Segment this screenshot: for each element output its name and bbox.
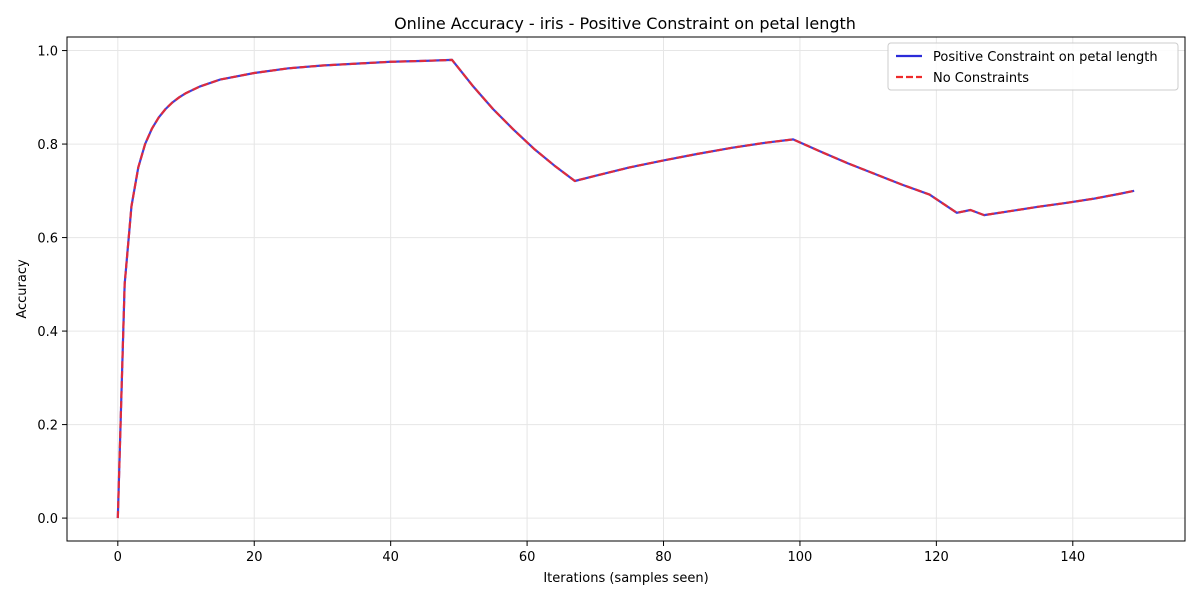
x-tick-label: 100 bbox=[788, 550, 813, 565]
x-axis-label: Iterations (samples seen) bbox=[543, 571, 708, 586]
x-tick-label: 60 bbox=[519, 550, 536, 565]
x-tick-label: 140 bbox=[1060, 550, 1085, 565]
series-line-constraint bbox=[116, 58, 1135, 519]
x-axis: 0 20 40 60 80 100 120 140 bbox=[114, 541, 1085, 565]
x-tick-label: 20 bbox=[246, 550, 263, 565]
legend-box bbox=[887, 42, 1179, 91]
legend: Positive Constraint on petal length No C… bbox=[887, 42, 1179, 91]
x-tick-label: 80 bbox=[655, 550, 672, 565]
y-axis-label: Accuracy bbox=[15, 259, 30, 319]
y-tick-label: 0.6 bbox=[37, 232, 58, 247]
y-tick-label: 1.0 bbox=[37, 45, 58, 60]
y-tick-label: 0.0 bbox=[37, 512, 58, 527]
plot-frame bbox=[66, 36, 1186, 542]
y-tick-label: 0.4 bbox=[37, 325, 58, 340]
y-tick-label: 0.8 bbox=[37, 138, 58, 153]
x-tick-label: 120 bbox=[924, 550, 949, 565]
x-tick-label: 0 bbox=[114, 550, 122, 565]
y-axis: 0.0 0.2 0.4 0.6 0.8 1.0 bbox=[37, 45, 67, 527]
y-tick-label: 0.2 bbox=[37, 419, 58, 434]
grid-lines bbox=[67, 37, 1185, 541]
x-tick-label: 40 bbox=[382, 550, 399, 565]
chart-title: Online Accuracy - iris - Positive Constr… bbox=[394, 14, 856, 33]
series-line-no-constraints bbox=[116, 58, 1135, 519]
legend-label-constraint: Positive Constraint on petal length bbox=[933, 50, 1158, 65]
legend-label-no-constraints: No Constraints bbox=[933, 71, 1029, 86]
series-layer bbox=[116, 58, 1135, 519]
